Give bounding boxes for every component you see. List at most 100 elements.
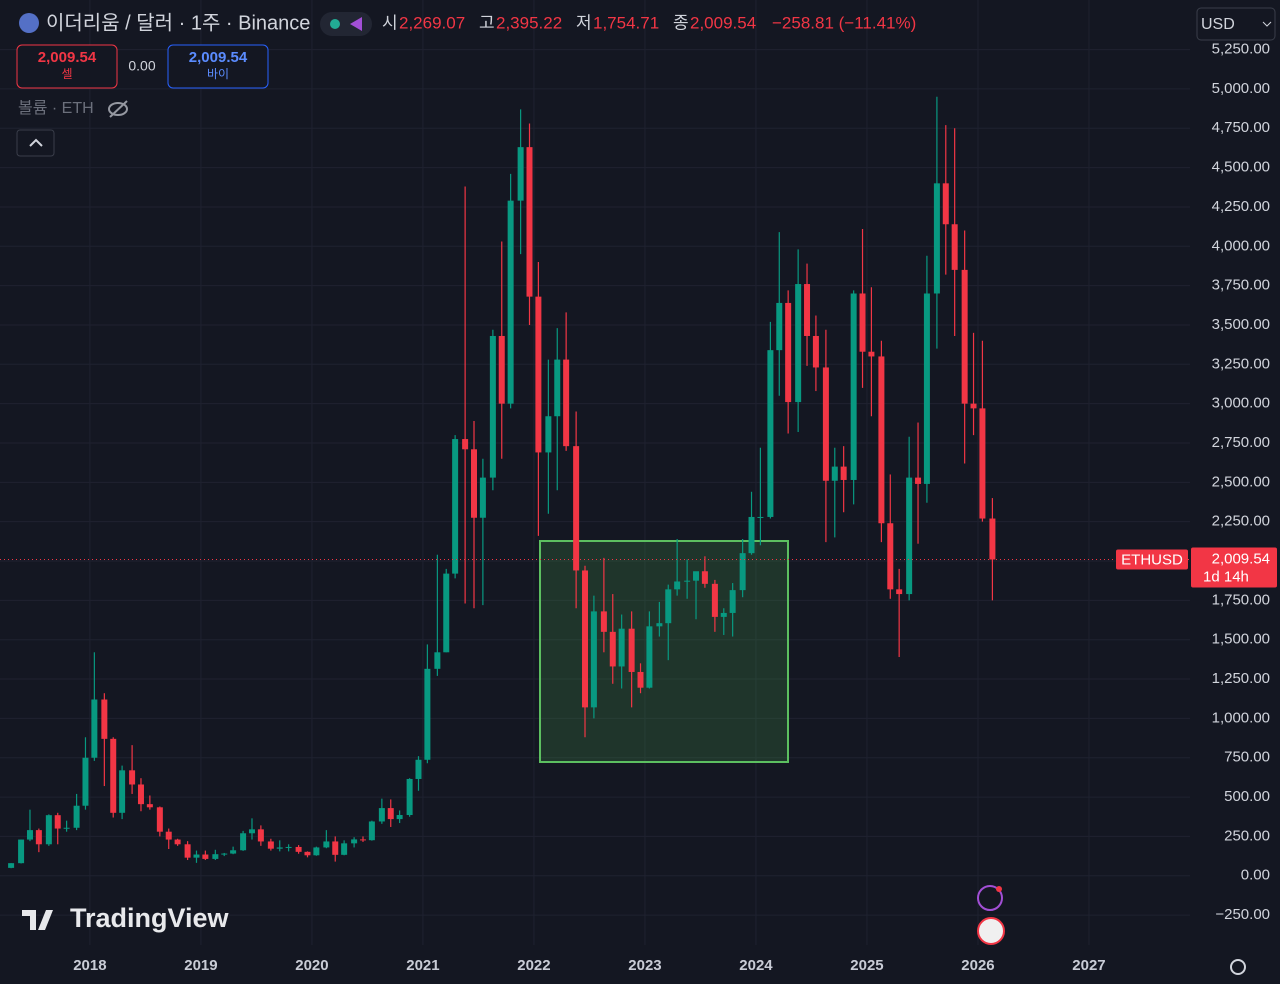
countdown-label: 1d 14h <box>1203 568 1249 585</box>
candle-body <box>618 628 625 667</box>
candle-body <box>146 804 153 808</box>
candle-body <box>479 477 486 518</box>
y-tick-label: 1,250.00 <box>1212 670 1270 687</box>
currency-select[interactable] <box>1196 7 1276 41</box>
x-tick-label: 2019 <box>184 957 217 974</box>
buy-button[interactable] <box>167 44 269 89</box>
candle-body <box>979 408 986 519</box>
sell-button[interactable] <box>16 44 118 89</box>
status-dot <box>330 19 340 29</box>
x-tick-label: 2020 <box>295 957 328 974</box>
candle-body <box>961 269 968 404</box>
low-label: 저 <box>576 13 592 32</box>
candle-body <box>489 335 496 478</box>
y-tick-label: 3,750.00 <box>1212 277 1270 294</box>
candle-body <box>18 839 25 864</box>
candle-body <box>906 477 913 595</box>
candle-body <box>63 827 70 829</box>
x-tick-label: 2026 <box>961 957 994 974</box>
candle-body <box>933 183 940 294</box>
candle-body <box>535 296 542 453</box>
collapse-arrow <box>29 138 43 147</box>
y-tick-label: 1,000.00 <box>1212 709 1270 726</box>
candle-body <box>850 293 857 480</box>
high-value: 2,395.22 <box>496 13 562 32</box>
y-tick-label: 1,500.00 <box>1212 631 1270 648</box>
x-tick-label: 2025 <box>850 957 883 974</box>
candle-body <box>729 590 736 613</box>
y-tick-label: 500.00 <box>1224 788 1270 805</box>
axes: −250.00 0.00 250.00 500.00 750.00 1,000.00 1,2… <box>0 41 1277 974</box>
candle-body <box>757 516 764 518</box>
candle-body <box>35 830 42 845</box>
symbol-tag-label: ETHUSD <box>1121 551 1183 568</box>
spread: 0.00 <box>128 58 155 74</box>
candle-body <box>248 829 255 834</box>
candle-body <box>545 416 552 453</box>
us-event-icon[interactable] <box>977 917 1005 945</box>
close-label: 종 <box>673 13 689 32</box>
candle-body <box>240 833 247 851</box>
candle-body <box>396 815 403 820</box>
candle-body <box>628 628 635 672</box>
status-pill <box>320 12 372 36</box>
candle-body <box>739 553 746 591</box>
y-tick-label: 2,250.00 <box>1212 513 1270 530</box>
x-tick-label: 2023 <box>628 957 661 974</box>
hide-icon[interactable] <box>108 100 128 118</box>
candle-body <box>590 611 597 708</box>
status-icon <box>350 17 362 31</box>
candle-body <box>45 815 52 845</box>
candle-body <box>795 284 802 403</box>
candle-body <box>693 571 700 581</box>
candle-body <box>684 580 691 582</box>
candle-body <box>406 778 413 816</box>
candle-body <box>8 863 15 868</box>
y-tick-label: 1,750.00 <box>1212 591 1270 608</box>
candle-body <box>137 784 144 805</box>
price-tag-label: 2,009.54 <box>1212 550 1270 567</box>
event-icon[interactable] <box>977 885 1003 911</box>
y-tick-label: 3,000.00 <box>1212 395 1270 412</box>
candle-body <box>82 757 89 806</box>
candle-body <box>110 738 117 813</box>
y-tick-label: 2,750.00 <box>1212 434 1270 451</box>
low-value: 1,754.71 <box>593 13 659 32</box>
candle-body <box>989 518 996 560</box>
y-tick-label: 4,250.00 <box>1212 198 1270 215</box>
x-tick-label: 2022 <box>517 957 550 974</box>
candle-body <box>859 293 866 352</box>
y-tick-label: 3,500.00 <box>1212 316 1270 333</box>
candle-body <box>462 439 469 450</box>
candle-body <box>517 147 524 201</box>
price-tag <box>1191 547 1277 588</box>
candle-body <box>609 631 616 667</box>
candle-body <box>230 850 237 854</box>
candle-body <box>868 351 875 357</box>
candle-body <box>507 200 514 404</box>
candle-body <box>257 829 264 842</box>
candle-body <box>831 466 838 481</box>
x-tick-label: 2018 <box>73 957 106 974</box>
collapse-button[interactable] <box>16 129 55 157</box>
candle-body <box>896 589 903 595</box>
candle-body <box>748 516 755 554</box>
logo-mark <box>22 910 53 930</box>
open-label: 시 <box>382 13 398 32</box>
candle-body <box>554 359 561 417</box>
settings-icon[interactable] <box>1230 959 1246 975</box>
candle-body <box>184 844 191 858</box>
y-tick-label: 4,500.00 <box>1212 159 1270 176</box>
change-value: −258.81 (−11.41%) <box>772 13 916 32</box>
y-tick-label: 5,000.00 <box>1212 80 1270 97</box>
candle-body <box>156 807 163 832</box>
candle-body <box>785 302 792 403</box>
candle-body <box>341 843 348 855</box>
candle-body <box>101 699 108 739</box>
volume-label: 볼륨 · ETH <box>18 99 94 117</box>
candles <box>8 96 996 869</box>
buy-price: 2,009.54 <box>189 49 248 66</box>
candle-body <box>471 449 478 518</box>
highlight-box <box>539 540 789 763</box>
